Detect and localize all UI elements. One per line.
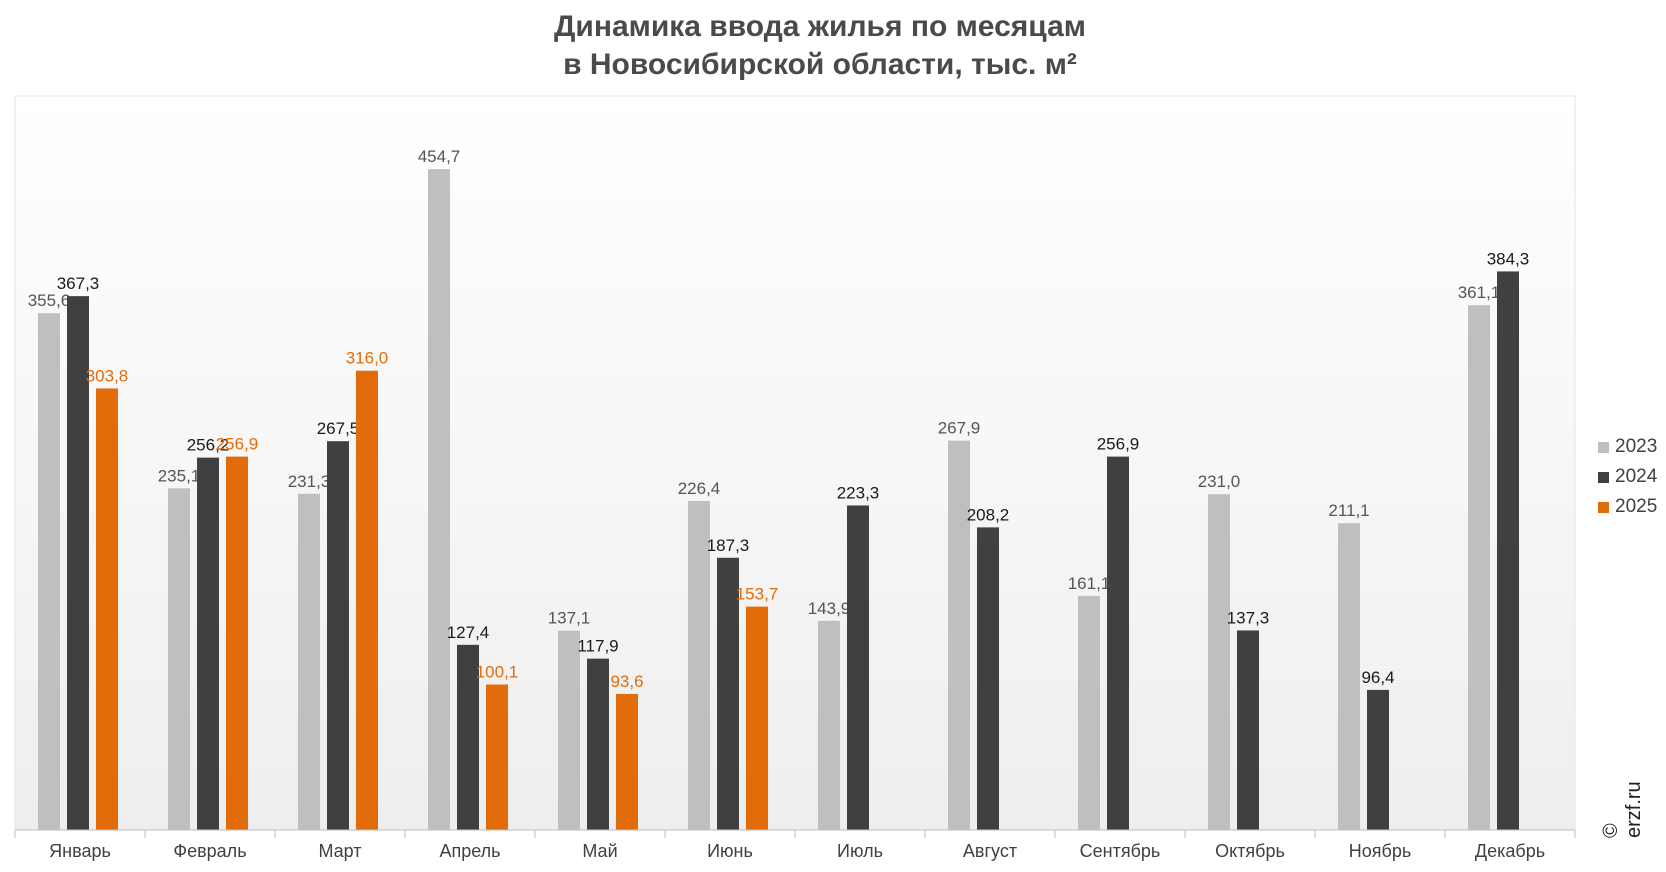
bar-2025-5 <box>616 693 638 830</box>
x-tick-label-12: Декабрь <box>1475 841 1545 861</box>
bar-2023-10 <box>1208 494 1230 830</box>
legend-item-2023: 2023 <box>1598 432 1657 462</box>
data-label-2024-11: 96,4 <box>1361 668 1394 687</box>
bar-2023-2 <box>168 488 190 830</box>
x-tick-label-2: Февраль <box>173 841 246 861</box>
bar-2024-2 <box>197 457 219 830</box>
bar-2023-9 <box>1078 595 1100 830</box>
bar-2024-4 <box>457 644 479 830</box>
bar-2024-1 <box>67 296 89 830</box>
data-label-2024-1: 367,3 <box>57 274 100 293</box>
bar-2024-9 <box>1107 456 1129 830</box>
bar-2024-10 <box>1237 630 1259 830</box>
data-label-2024-4: 127,4 <box>447 623 490 642</box>
data-label-2023-1: 355,6 <box>28 291 71 310</box>
bar-2023-4 <box>428 169 450 830</box>
data-label-2024-12: 384,3 <box>1487 249 1530 268</box>
bar-2025-1 <box>96 388 118 830</box>
data-label-2025-2: 256,9 <box>216 435 259 454</box>
plot-area <box>14 95 1576 831</box>
data-label-2024-2: 256,2 <box>187 436 230 455</box>
x-tick-label-1: Январь <box>49 841 111 861</box>
x-tick-label-7: Июль <box>837 841 883 861</box>
data-label-2024-7: 223,3 <box>837 483 880 502</box>
x-tick-label-5: Май <box>582 841 617 861</box>
data-label-2024-3: 267,5 <box>317 419 360 438</box>
legend-swatch-2024 <box>1598 471 1609 483</box>
data-label-2023-12: 361,1 <box>1458 283 1501 302</box>
bar-2023-12 <box>1468 305 1490 830</box>
data-label-2023-8: 267,9 <box>938 419 981 438</box>
bar-2023-1 <box>38 313 60 831</box>
chart-title-line-1: Динамика ввода жилья по месяцам <box>554 10 1086 43</box>
bar-2024-12 <box>1497 271 1519 831</box>
bar-2024-11 <box>1367 689 1389 830</box>
legend-swatch-2023 <box>1598 441 1609 453</box>
data-label-2023-9: 161,1 <box>1068 574 1111 593</box>
x-tick-label-10: Октябрь <box>1215 841 1285 861</box>
chart-title-line-2: в Новосибирской области, тыс. м² <box>563 48 1077 81</box>
x-tick-label-9: Сентябрь <box>1080 841 1161 861</box>
legend-item-2025: 2025 <box>1598 492 1657 522</box>
data-label-2023-7: 143,9 <box>808 599 851 618</box>
data-label-2023-4: 454,7 <box>418 147 461 166</box>
x-tick-label-4: Апрель <box>439 841 500 861</box>
bar-2025-2 <box>226 456 248 830</box>
bar-2023-3 <box>298 493 320 830</box>
data-label-2024-8: 208,2 <box>967 505 1010 524</box>
copyright-credit: © erzf.ru <box>1600 781 1645 838</box>
bar-2024-3 <box>327 441 349 830</box>
data-label-2024-9: 256,9 <box>1097 435 1140 454</box>
bar-2024-7 <box>847 505 869 830</box>
x-tick-label-6: Июнь <box>707 841 753 861</box>
data-label-2023-6: 226,4 <box>678 479 721 498</box>
x-tick-label-11: Ноябрь <box>1349 841 1411 861</box>
data-label-2025-1: 303,8 <box>86 366 129 385</box>
bar-2024-5 <box>587 658 609 830</box>
data-label-2025-5: 93,6 <box>610 672 643 691</box>
data-label-2023-2: 235,1 <box>158 466 201 485</box>
legend-item-2024: 2024 <box>1598 462 1657 492</box>
bar-2023-6 <box>688 500 710 830</box>
bar-2024-8 <box>977 527 999 830</box>
data-label-2023-10: 231,0 <box>1198 472 1241 491</box>
data-label-2023-3: 231,3 <box>288 472 331 491</box>
bar-2023-8 <box>948 440 970 830</box>
x-tick-label-8: Август <box>963 841 1017 861</box>
bar-2023-7 <box>818 620 840 830</box>
bar-2023-11 <box>1338 523 1360 830</box>
bar-2025-4 <box>486 684 508 830</box>
data-label-2023-5: 137,1 <box>548 609 591 628</box>
data-label-2025-6: 153,7 <box>736 585 779 604</box>
data-label-2023-11: 211,1 <box>1328 501 1369 520</box>
data-label-2024-6: 187,3 <box>707 536 750 555</box>
legend-swatch-2025 <box>1598 501 1609 513</box>
data-label-2025-4: 100,1 <box>476 663 519 682</box>
legend-label-2024: 2024 <box>1615 466 1658 487</box>
legend-label-2023: 2023 <box>1615 436 1658 457</box>
data-label-2024-5: 117,9 <box>577 637 618 656</box>
legend-label-2025: 2025 <box>1615 496 1658 517</box>
bar-2025-6 <box>746 606 768 830</box>
bar-2025-3 <box>356 370 378 830</box>
bar-2024-6 <box>717 557 739 830</box>
chart-title: Динамика ввода жилья по месяцам в Новоси… <box>0 8 1640 84</box>
x-tick-label-3: Март <box>318 841 361 861</box>
legend: 2023 2024 2025 <box>1598 432 1657 522</box>
data-label-2025-3: 316,0 <box>346 349 389 368</box>
bar-2023-5 <box>558 630 580 830</box>
data-label-2024-10: 137,3 <box>1227 608 1270 627</box>
